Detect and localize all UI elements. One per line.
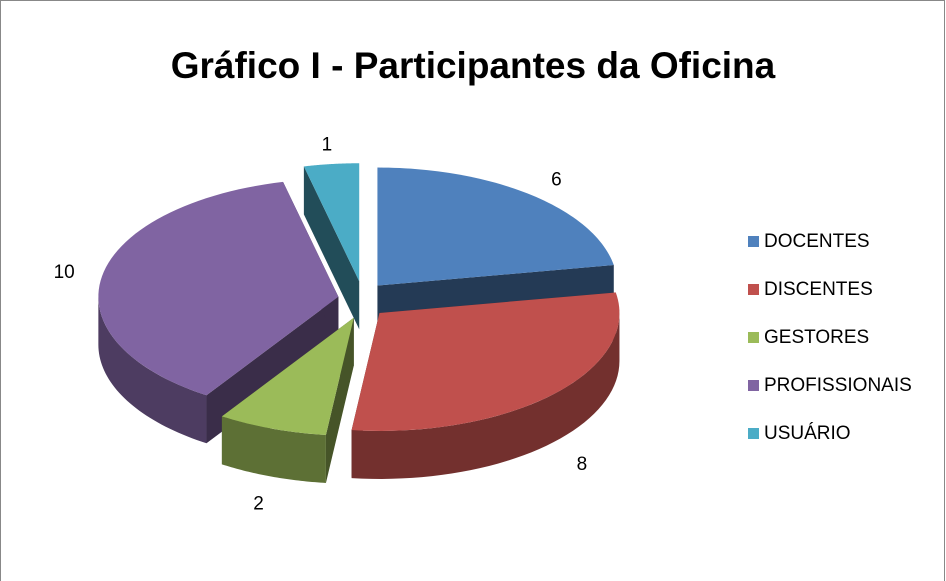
chart-title: Gráfico I - Participantes da Oficina [171,45,776,86]
legend-label: PROFISSIONAIS [764,375,912,396]
slice-top [221,317,354,435]
data-label: 1 [322,134,333,155]
slice-top [303,163,360,282]
slice-wall [351,312,620,479]
legend-label: DISCENTES [764,279,873,300]
slice-top [377,167,614,286]
slice-top [351,292,620,431]
pie-slice [303,163,360,330]
legend-label: DOCENTES [764,231,870,252]
pie-slice [221,317,354,483]
legend-swatch [748,332,759,343]
slice-wall [98,296,207,444]
pie-slice [351,292,620,479]
legend-label: GESTORES [764,327,869,348]
data-label: 8 [577,454,588,475]
legend-swatch [748,428,759,439]
data-label: 6 [551,170,562,191]
legend-swatch [748,380,759,391]
slice-side [303,166,360,330]
slice-wall [221,416,326,483]
legend-swatch [748,236,759,247]
data-label: 10 [54,262,75,283]
legend-label: USUÁRIO [764,423,851,444]
legend-swatch [748,284,759,295]
slice-top [98,181,339,396]
data-label: 2 [253,493,264,514]
